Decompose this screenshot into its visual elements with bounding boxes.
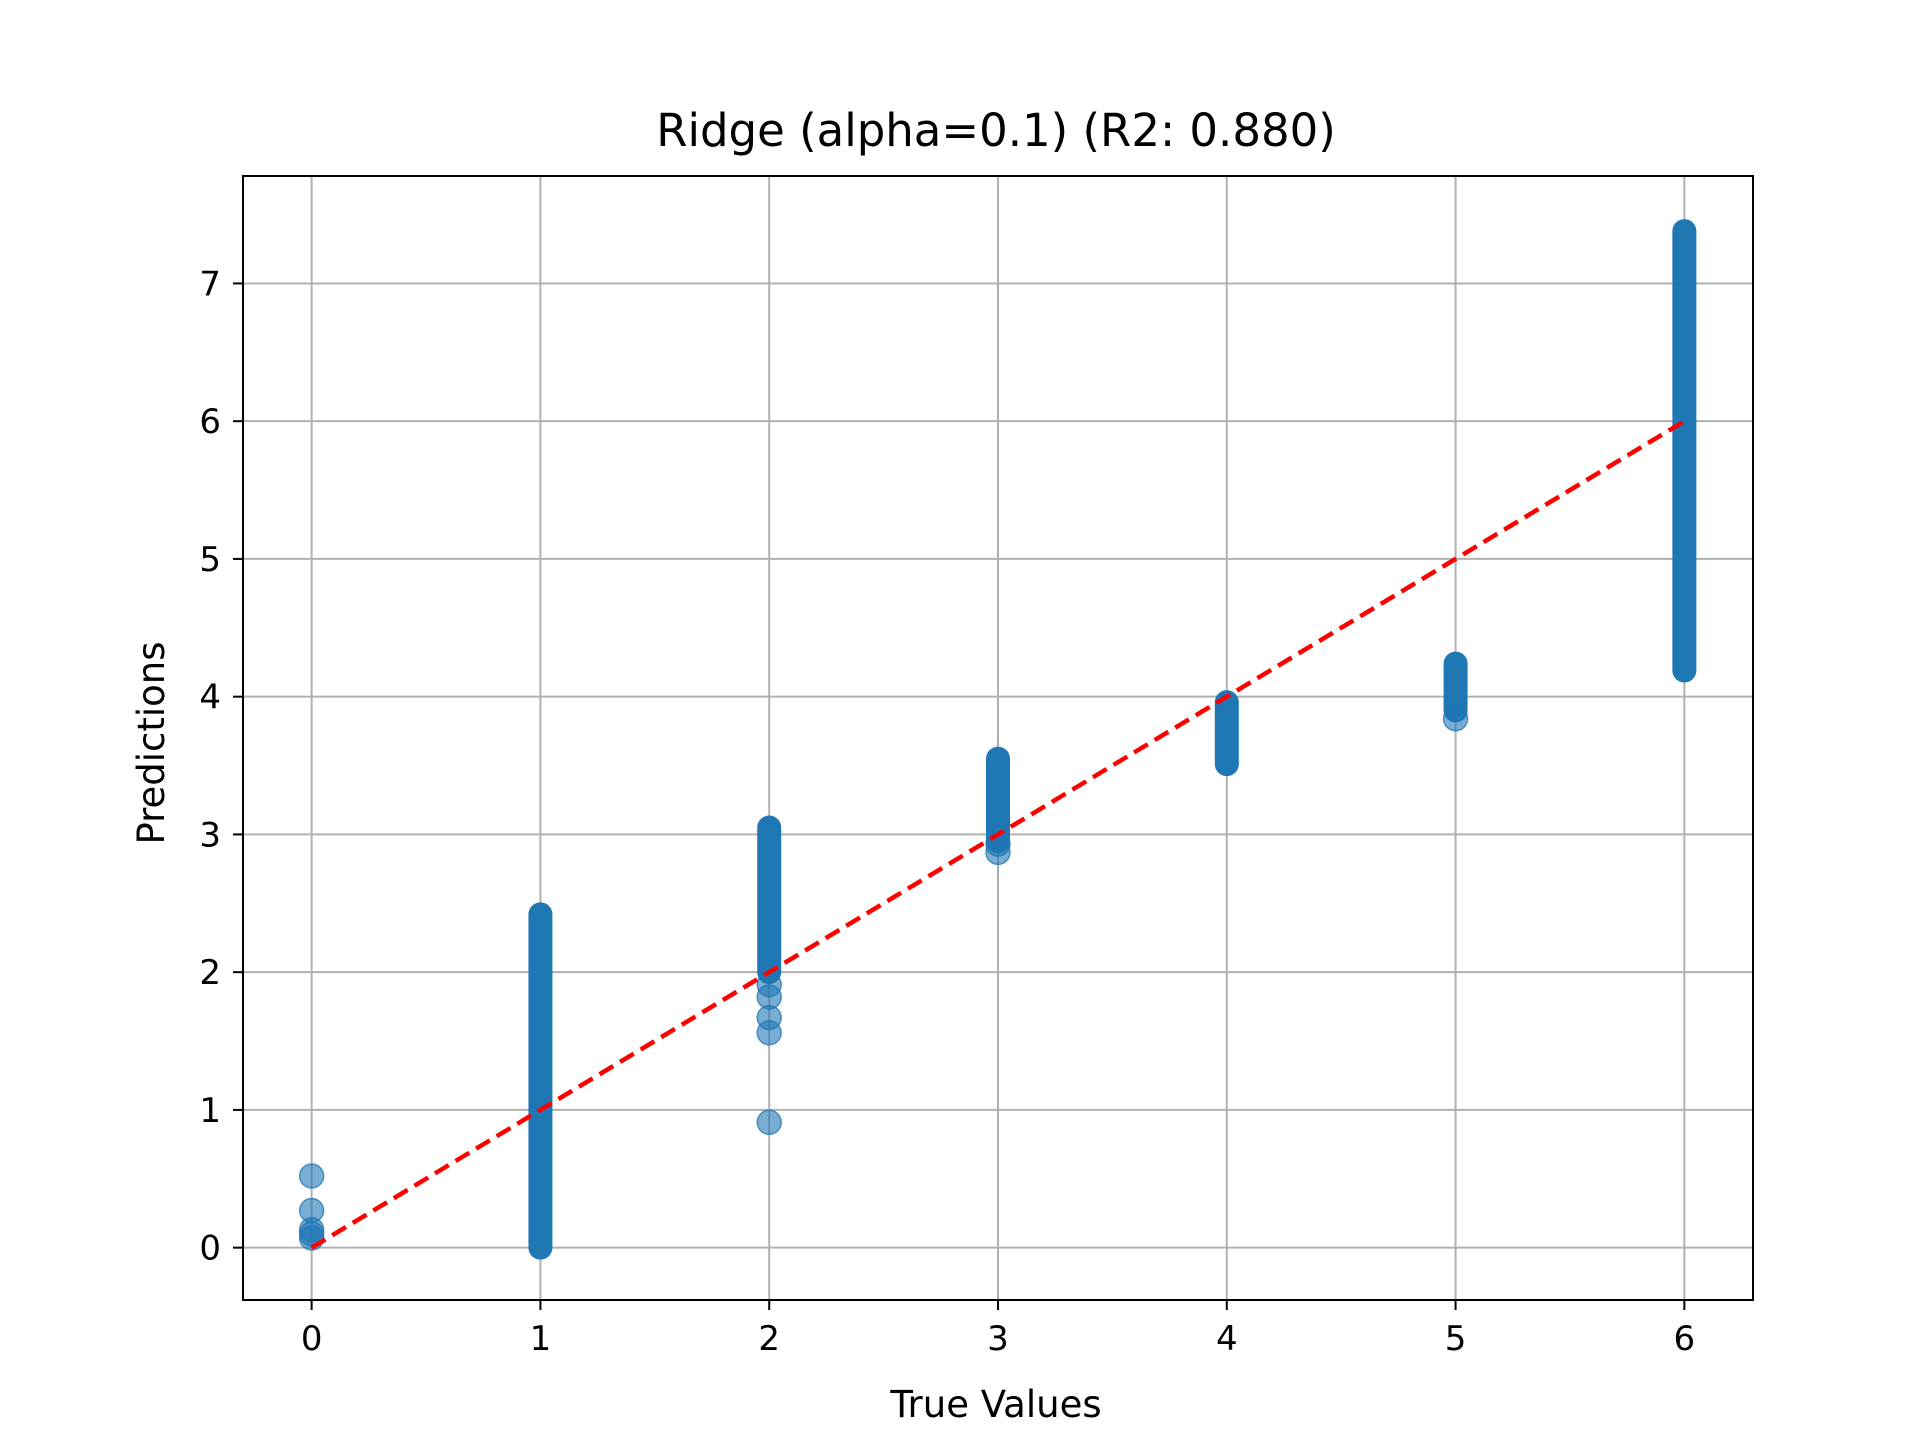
scatter-point: [1442, 705, 1469, 732]
y-tick-label: 7: [199, 264, 221, 304]
y-tick-label: 5: [199, 540, 221, 580]
x-tick-label: 1: [530, 1319, 552, 1359]
y-tick-label: 1: [199, 1091, 221, 1131]
x-tick-label: 5: [1445, 1319, 1467, 1359]
points-layer: [298, 219, 1697, 1260]
x-axis-label: True Values: [889, 1383, 1101, 1426]
y-tick-label: 0: [199, 1229, 221, 1269]
reference-line: [310, 419, 1686, 1250]
y-axis-label: Predictions: [130, 641, 173, 844]
ticks-layer: 0 1 2 3 4 5 6 0 1 2 3 4 5 6 7: [199, 264, 1695, 1359]
chart-title: Ridge (alpha=0.1) (R2: 0.880): [656, 104, 1336, 157]
scatter-point: [298, 1163, 325, 1189]
x-tick-label: 2: [758, 1319, 780, 1359]
y-tick-label: 2: [199, 953, 221, 993]
scatter-point: [756, 1109, 782, 1136]
x-tick-label: 0: [301, 1319, 323, 1359]
y-tick-label: 4: [199, 678, 221, 718]
x-tick-label: 3: [987, 1319, 1009, 1359]
scatter-point: [756, 971, 782, 998]
grid-layer: [243, 176, 1753, 1300]
y-tick-label: 6: [199, 402, 221, 442]
x-tick-label: 6: [1674, 1319, 1696, 1359]
x-tick-label: 4: [1216, 1319, 1238, 1359]
y-tick-label: 3: [199, 815, 221, 855]
reference-line-layer: [310, 419, 1686, 1250]
